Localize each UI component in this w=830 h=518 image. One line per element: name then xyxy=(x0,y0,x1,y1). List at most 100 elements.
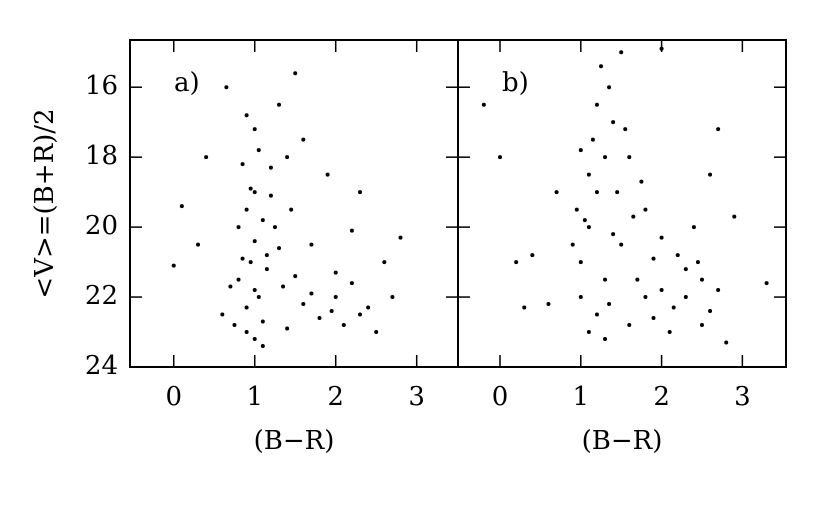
x-tick-label: 0 xyxy=(165,382,182,412)
point xyxy=(349,281,354,286)
point xyxy=(252,239,257,244)
point xyxy=(240,162,245,167)
panel-label: a) xyxy=(174,68,200,98)
point xyxy=(611,120,616,125)
point xyxy=(651,316,656,321)
point xyxy=(309,291,314,296)
point xyxy=(293,274,298,279)
point xyxy=(260,344,265,349)
point xyxy=(244,207,249,212)
point xyxy=(578,260,583,265)
point xyxy=(643,295,648,300)
point xyxy=(252,288,257,293)
point xyxy=(285,155,290,160)
point xyxy=(325,172,330,177)
point xyxy=(554,190,559,195)
x-tick-label: 3 xyxy=(734,382,751,412)
point xyxy=(691,225,696,230)
point xyxy=(611,232,616,237)
point xyxy=(699,277,704,282)
point xyxy=(301,137,306,142)
point xyxy=(366,305,371,310)
point xyxy=(272,225,277,230)
point xyxy=(329,309,334,314)
y-tick-label: 18 xyxy=(85,141,118,171)
point xyxy=(301,302,306,307)
point xyxy=(358,312,363,317)
point xyxy=(281,284,286,289)
point xyxy=(240,256,245,261)
point xyxy=(732,214,737,219)
point xyxy=(277,246,282,251)
point xyxy=(204,155,209,160)
y-tick-label: 22 xyxy=(85,281,118,311)
x-tick-label: 2 xyxy=(653,382,670,412)
point xyxy=(683,295,688,300)
point xyxy=(382,260,387,265)
point xyxy=(341,323,346,328)
point xyxy=(607,85,612,90)
x-tick-label: 0 xyxy=(492,382,509,412)
point xyxy=(268,193,273,198)
point xyxy=(631,214,636,219)
point xyxy=(260,218,265,223)
point xyxy=(252,127,257,132)
point xyxy=(619,242,624,247)
y-tick-label: 16 xyxy=(85,71,118,101)
point xyxy=(236,277,241,282)
point xyxy=(659,46,664,51)
point xyxy=(570,242,575,247)
point xyxy=(635,277,640,282)
y-tick-label: 24 xyxy=(85,351,118,381)
point xyxy=(498,155,503,160)
point xyxy=(260,319,265,324)
point xyxy=(546,302,551,307)
point xyxy=(578,148,583,153)
point xyxy=(374,330,379,335)
point xyxy=(594,190,599,195)
point xyxy=(224,85,229,90)
point xyxy=(639,179,644,184)
point xyxy=(171,263,176,268)
point xyxy=(615,190,620,195)
point xyxy=(675,253,680,258)
point xyxy=(244,305,249,310)
point xyxy=(603,155,608,160)
point xyxy=(317,316,322,321)
x-axis-label: (B−R) xyxy=(582,426,663,456)
point xyxy=(333,295,338,300)
point xyxy=(236,225,241,230)
point xyxy=(667,330,672,335)
point xyxy=(244,330,249,335)
y-axis-label: <V>=(B+R)/2 xyxy=(30,108,60,298)
point xyxy=(244,113,249,118)
point xyxy=(671,305,676,310)
point xyxy=(252,190,257,195)
point xyxy=(248,260,253,265)
point xyxy=(659,288,664,293)
point xyxy=(764,281,769,286)
point xyxy=(333,270,338,275)
x-tick-label: 1 xyxy=(246,382,263,412)
point xyxy=(603,277,608,282)
point xyxy=(398,235,403,240)
point xyxy=(264,267,269,272)
point xyxy=(179,204,184,209)
point xyxy=(695,260,700,265)
point xyxy=(349,228,354,233)
point xyxy=(651,256,656,261)
point xyxy=(264,253,269,258)
point xyxy=(582,218,587,223)
point xyxy=(627,155,632,160)
point xyxy=(220,312,225,317)
point xyxy=(659,235,664,240)
point xyxy=(293,71,298,76)
point xyxy=(481,102,486,107)
point xyxy=(252,337,257,342)
point xyxy=(607,302,612,307)
point xyxy=(232,323,237,328)
point xyxy=(643,207,648,212)
panel-label: b) xyxy=(502,68,529,98)
point xyxy=(590,137,595,142)
